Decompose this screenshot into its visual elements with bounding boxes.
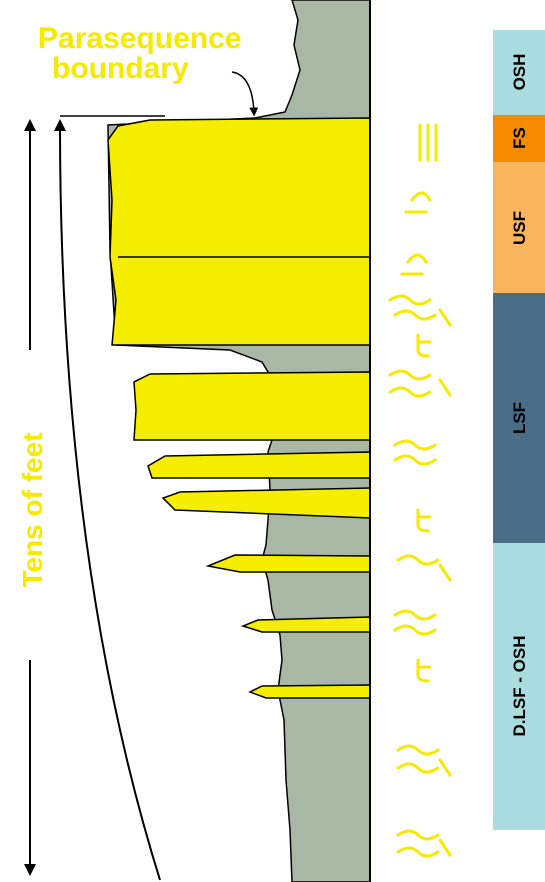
facies-column: OSH FS USF LSF D.LSF - OSH [493,30,545,830]
structure-symbols [390,125,450,856]
diagram: Parasequence boundary Tens of feet OSH F… [0,0,545,882]
scale-label: Tens of feet [17,432,48,587]
facies-label: FS [510,127,529,149]
facies-label: D.LSF - OSH [510,635,529,736]
annotation-arrow [232,72,254,112]
page: {"annotation": {"lines": ["Parasequence"… [0,0,545,882]
facies-label: LSF [510,402,529,434]
facies-label: USF [510,211,529,245]
annotation: Parasequence boundary [38,22,250,85]
facies-label: OSH [510,54,529,91]
